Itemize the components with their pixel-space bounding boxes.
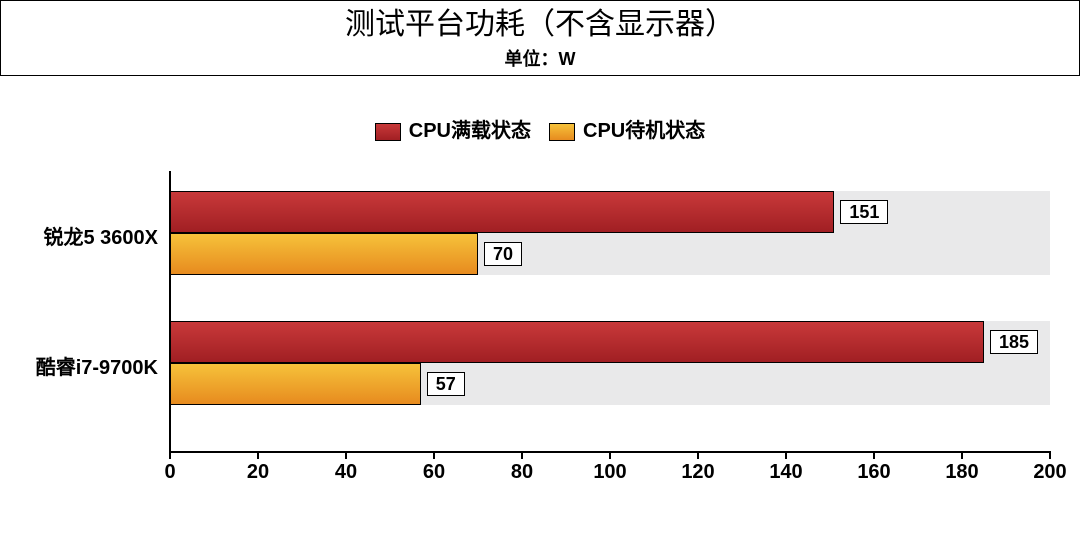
x-tick-mark bbox=[961, 451, 963, 459]
chart-subtitle: 单位：W bbox=[1, 45, 1079, 71]
x-tick-label: 80 bbox=[502, 461, 542, 484]
bar-value-label: 57 bbox=[427, 372, 465, 396]
legend-swatch-load bbox=[375, 123, 401, 141]
bar bbox=[170, 191, 834, 233]
chart-legend: CPU满载状态 CPU待机状态 bbox=[0, 114, 1080, 143]
legend-item-idle: CPU待机状态 bbox=[549, 114, 705, 143]
chart-header: 测试平台功耗（不含显示器） 单位：W bbox=[0, 0, 1080, 76]
chart-plot-area: 020406080100120140160180200锐龙5 3600X1517… bbox=[170, 171, 1050, 451]
legend-swatch-idle bbox=[549, 123, 575, 141]
category-label: 锐龙5 3600X bbox=[0, 221, 158, 250]
bar bbox=[170, 321, 984, 363]
bar bbox=[170, 233, 478, 275]
x-tick-mark bbox=[873, 451, 875, 459]
x-tick-label: 60 bbox=[414, 461, 454, 484]
x-tick-mark bbox=[169, 451, 171, 459]
legend-label-load: CPU满载状态 bbox=[409, 120, 531, 142]
bar-value-label: 185 bbox=[990, 330, 1038, 354]
x-tick-label: 180 bbox=[942, 461, 982, 484]
bar-value-label: 151 bbox=[840, 200, 888, 224]
x-tick-label: 0 bbox=[150, 461, 190, 484]
x-tick-mark bbox=[609, 451, 611, 459]
bar bbox=[170, 363, 421, 405]
x-tick-mark bbox=[785, 451, 787, 459]
x-tick-mark bbox=[257, 451, 259, 459]
x-tick-mark bbox=[345, 451, 347, 459]
x-tick-label: 200 bbox=[1030, 461, 1070, 484]
x-tick-label: 120 bbox=[678, 461, 718, 484]
legend-item-load: CPU满载状态 bbox=[375, 114, 531, 143]
x-tick-mark bbox=[697, 451, 699, 459]
x-tick-label: 40 bbox=[326, 461, 366, 484]
x-tick-mark bbox=[521, 451, 523, 459]
chart-title: 测试平台功耗（不含显示器） bbox=[1, 7, 1079, 43]
category-label: 酷睿i7-9700K bbox=[0, 351, 158, 380]
x-tick-mark bbox=[433, 451, 435, 459]
bar-value-label: 70 bbox=[484, 242, 522, 266]
legend-label-idle: CPU待机状态 bbox=[583, 120, 705, 142]
x-tick-label: 100 bbox=[590, 461, 630, 484]
x-tick-label: 140 bbox=[766, 461, 806, 484]
x-tick-label: 20 bbox=[238, 461, 278, 484]
x-tick-label: 160 bbox=[854, 461, 894, 484]
x-tick-mark bbox=[1049, 451, 1051, 459]
